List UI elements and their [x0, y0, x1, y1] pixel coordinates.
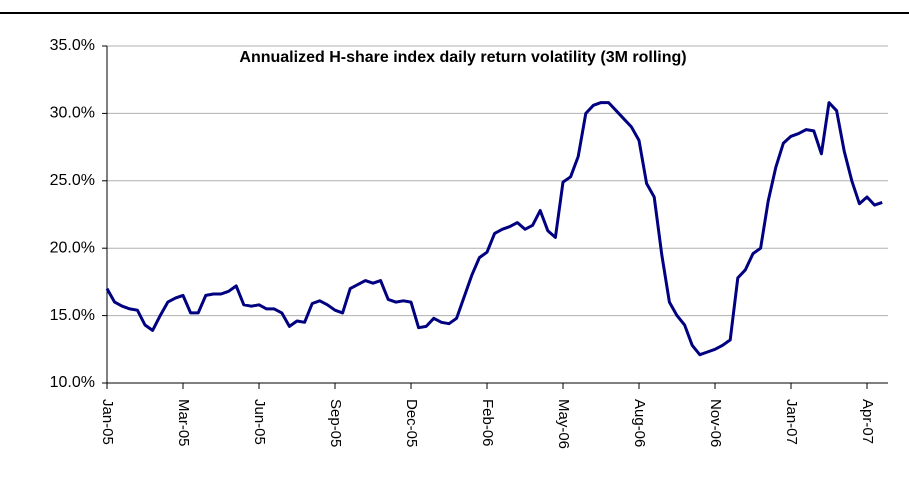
x-tick-label: Jun-05 [251, 399, 268, 445]
x-tick-label: Dec-05 [403, 399, 420, 447]
x-tick-label: Mar-05 [175, 399, 192, 447]
x-tick-label: Nov-06 [707, 399, 724, 447]
y-tick-label: 10.0% [50, 374, 95, 391]
chart-title: Annualized H-share index daily return vo… [239, 49, 686, 66]
y-tick-label: 25.0% [50, 172, 95, 189]
x-tick-label: Jan-07 [783, 399, 800, 445]
x-tick-label: Apr-07 [859, 399, 876, 444]
x-tick-label: May-06 [555, 399, 572, 449]
y-tick-label: 20.0% [50, 239, 95, 256]
y-tick-label: 30.0% [50, 105, 95, 122]
x-tick-label: Sep-05 [327, 399, 344, 447]
y-tick-label: 15.0% [50, 307, 95, 324]
y-tick-label: 35.0% [50, 37, 95, 54]
data-line [105, 101, 883, 357]
x-tick-label: Feb-06 [479, 399, 496, 447]
x-tick-label: Aug-06 [631, 399, 648, 447]
x-tick-label: Jan-05 [99, 399, 116, 445]
